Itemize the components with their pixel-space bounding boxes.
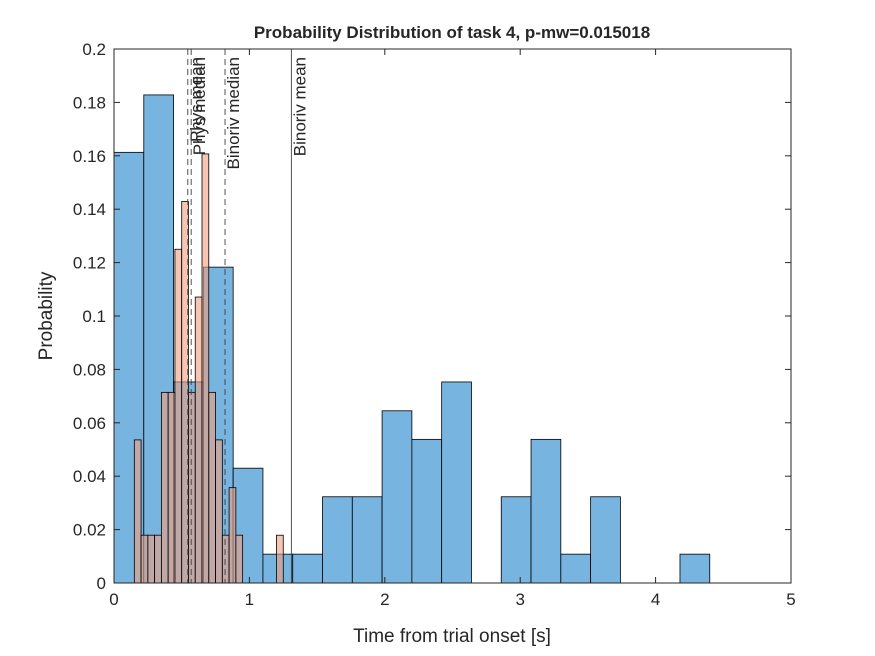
bar (530, 438, 562, 584)
bar (140, 534, 149, 584)
bar (201, 153, 210, 584)
axis-ticks: 0 1 2 3 4 5 0 0.02 0.04 0.06 0.08 0.1 0.12 0.14 0.16 0.… (73, 40, 796, 609)
bar (322, 496, 353, 584)
y-tick-label: 0.18 (73, 93, 106, 112)
bar (228, 487, 237, 584)
bar (441, 381, 472, 584)
bar (215, 439, 223, 584)
bar (174, 248, 183, 584)
reference-line-label: Binoriv mean (290, 57, 309, 156)
y-tick-label: 0.12 (73, 254, 106, 273)
bar (194, 296, 203, 584)
y-tick-label: 0.14 (73, 200, 106, 219)
bar (292, 553, 323, 584)
y-tick-label: 0.1 (82, 307, 106, 326)
x-tick-label: 2 (380, 590, 389, 609)
bar (351, 496, 383, 584)
bar (188, 391, 196, 584)
bar (500, 496, 532, 584)
bar (147, 534, 156, 584)
histogram-bars (113, 94, 711, 584)
y-tick-label: 0.02 (73, 521, 106, 540)
x-axis-label: Time from trial onset [s] (353, 626, 551, 647)
chart-title: Probability Distribution of task 4, p-mw… (254, 23, 650, 42)
reference-line-label: Phys median (190, 57, 209, 155)
bar (590, 496, 621, 584)
y-tick-label: 0.06 (73, 414, 106, 433)
y-tick-label: 0.2 (82, 40, 106, 59)
y-tick-label: 0.08 (73, 360, 106, 379)
y-tick-label: 0.04 (73, 467, 106, 486)
x-tick-label: 1 (245, 590, 254, 609)
x-tick-label: 3 (515, 590, 524, 609)
x-tick-label: 5 (786, 590, 795, 609)
bar (235, 534, 244, 584)
bar (276, 534, 284, 584)
histogram-series-2 (133, 153, 284, 584)
y-tick-label: 0.16 (73, 147, 106, 166)
bar (560, 553, 592, 584)
reference-line-label: Binoriv median (224, 57, 243, 169)
y-tick-label: 0 (97, 574, 106, 593)
bar (160, 391, 169, 584)
bar (133, 439, 142, 584)
x-tick-label: 4 (651, 590, 660, 609)
bar (221, 534, 230, 584)
y-axis-label: Probability (36, 271, 57, 360)
bar (679, 553, 711, 584)
bar (167, 391, 176, 584)
bar (154, 534, 162, 584)
bar (381, 410, 413, 584)
bar (208, 391, 216, 584)
x-tick-label: 0 (109, 590, 118, 609)
bar (411, 438, 443, 584)
